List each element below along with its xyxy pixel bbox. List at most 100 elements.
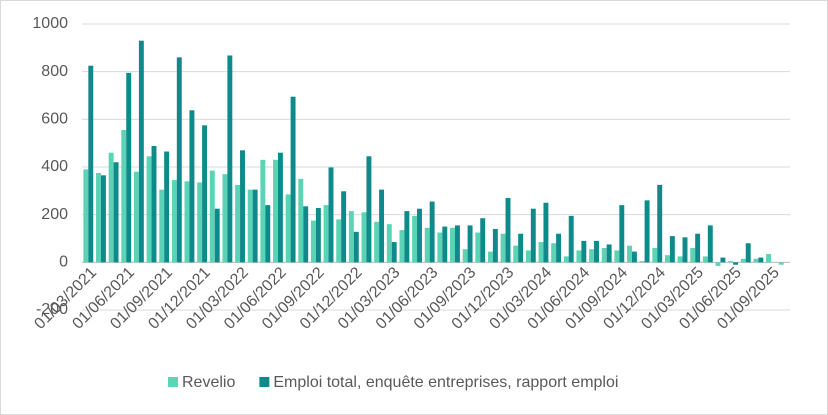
bar bbox=[644, 200, 650, 263]
bar bbox=[682, 237, 688, 263]
bar bbox=[627, 245, 632, 263]
bar bbox=[366, 156, 372, 263]
bar bbox=[399, 230, 405, 263]
bar bbox=[323, 205, 329, 263]
bar bbox=[669, 236, 675, 263]
bar bbox=[556, 233, 562, 263]
bar bbox=[631, 251, 637, 263]
bar bbox=[189, 110, 195, 263]
bar bbox=[277, 152, 283, 263]
bar bbox=[260, 159, 266, 263]
bar bbox=[353, 231, 359, 263]
bar bbox=[543, 202, 549, 263]
bar bbox=[450, 227, 455, 263]
bar bbox=[530, 208, 536, 263]
bar bbox=[740, 258, 746, 263]
bar bbox=[126, 72, 132, 263]
bar bbox=[606, 244, 612, 263]
bar bbox=[133, 171, 139, 263]
bar bbox=[538, 242, 544, 263]
bar bbox=[707, 225, 713, 263]
bar bbox=[442, 226, 448, 263]
bar bbox=[197, 182, 203, 263]
bar bbox=[745, 243, 751, 263]
y-tick-label: -200 bbox=[36, 301, 68, 318]
bar bbox=[298, 178, 304, 263]
bar bbox=[374, 221, 380, 263]
bar bbox=[315, 207, 321, 263]
bar bbox=[209, 170, 215, 263]
bar bbox=[702, 256, 708, 263]
bar bbox=[341, 191, 347, 263]
bar bbox=[265, 205, 271, 263]
bar bbox=[657, 184, 663, 263]
bar bbox=[475, 232, 481, 263]
bar bbox=[462, 249, 468, 263]
bar bbox=[454, 225, 460, 263]
bar bbox=[429, 201, 435, 263]
bar bbox=[576, 250, 582, 263]
bar bbox=[222, 174, 228, 263]
bar bbox=[639, 261, 645, 263]
bar bbox=[164, 151, 170, 263]
bar bbox=[176, 57, 182, 263]
bar bbox=[138, 40, 144, 263]
bar bbox=[480, 218, 486, 263]
bar bbox=[214, 208, 220, 263]
y-tick-label: 1000 bbox=[32, 15, 68, 32]
legend-label: Emploi total, enquête entreprises, rappo… bbox=[273, 374, 618, 391]
bar bbox=[303, 206, 309, 263]
bar bbox=[151, 146, 157, 263]
bar bbox=[100, 175, 106, 263]
bar bbox=[361, 212, 367, 263]
bar bbox=[568, 215, 574, 263]
bar bbox=[379, 189, 385, 263]
legend-swatch bbox=[168, 377, 178, 387]
bar bbox=[121, 130, 127, 263]
bar bbox=[589, 249, 595, 263]
bar bbox=[290, 96, 296, 263]
bar bbox=[417, 208, 422, 263]
bar bbox=[720, 257, 726, 263]
bar bbox=[235, 184, 241, 263]
bar bbox=[247, 189, 253, 263]
bar bbox=[240, 150, 245, 263]
bar bbox=[273, 159, 278, 263]
bar bbox=[404, 211, 410, 263]
y-tick-label: 600 bbox=[41, 111, 68, 128]
bar bbox=[467, 225, 473, 263]
bar bbox=[513, 245, 519, 263]
bar bbox=[88, 65, 94, 263]
y-tick-label: 800 bbox=[41, 63, 68, 80]
y-tick-label: 400 bbox=[41, 158, 68, 175]
bar bbox=[328, 167, 334, 263]
bar bbox=[695, 233, 701, 263]
bar bbox=[715, 262, 721, 266]
bar bbox=[336, 219, 342, 263]
bar bbox=[492, 228, 498, 263]
bar bbox=[677, 256, 683, 263]
bar bbox=[348, 211, 354, 263]
bar bbox=[113, 162, 119, 263]
bar bbox=[500, 233, 506, 263]
bar bbox=[778, 262, 784, 265]
bar bbox=[690, 248, 696, 263]
bar bbox=[505, 197, 511, 263]
bar bbox=[728, 261, 734, 263]
bar bbox=[652, 248, 658, 263]
bar bbox=[391, 242, 397, 263]
bar bbox=[202, 125, 208, 263]
bar bbox=[614, 250, 620, 263]
y-tick-label: 200 bbox=[41, 206, 68, 223]
bar bbox=[525, 250, 531, 263]
bar bbox=[252, 189, 258, 263]
bar bbox=[424, 227, 430, 263]
legend: Revelio Emploi total, enquête entreprises… bbox=[168, 374, 618, 391]
bar bbox=[386, 224, 392, 263]
bar bbox=[159, 189, 165, 263]
bar bbox=[619, 205, 625, 263]
bar bbox=[518, 233, 524, 263]
bar bbox=[601, 248, 607, 263]
bar bbox=[437, 232, 443, 263]
